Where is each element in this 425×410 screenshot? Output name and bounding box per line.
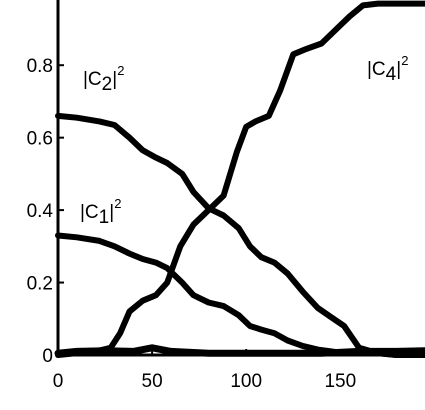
y-tick-label: 0 [42,346,53,367]
x-tick-label: 0 [53,371,64,392]
y-tick-label: 0.6 [27,129,53,150]
y-tick-label: 0.2 [27,274,53,295]
series-layer [54,0,425,358]
series-line [55,0,425,358]
series-line [55,112,425,358]
y-tick-label: 0.4 [27,201,54,222]
x-tick-label: 150 [324,371,356,392]
axes: 0 0.2 0.4 0.6 0.8 0 50 100 150 [27,0,425,392]
y-tick-label: 0.8 [27,56,53,77]
x-tick-label: 50 [142,371,163,392]
curve-labels: |C2|2 |C1|2 |C4|2 [80,53,408,228]
curve-label: |C1|2 [80,196,121,228]
curve-label: |C4|2 [367,53,408,85]
curve-label: |C2|2 [83,63,124,95]
series-line [55,232,425,358]
x-tick-label: 100 [230,371,262,392]
series-line [54,344,425,357]
